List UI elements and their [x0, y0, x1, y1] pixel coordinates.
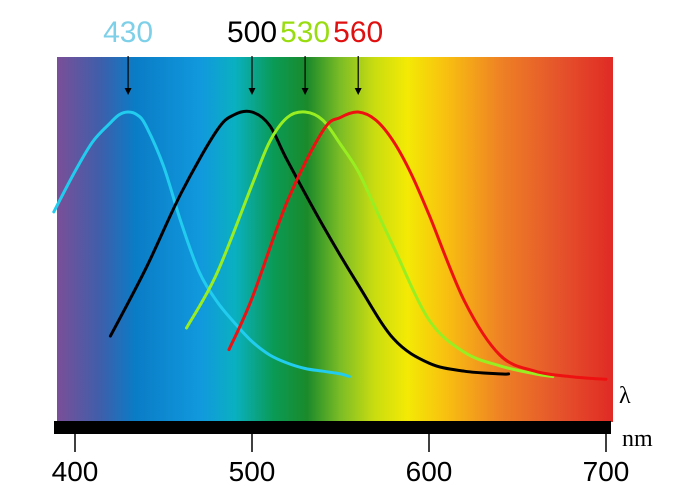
- peak-arrowhead-560: [354, 88, 362, 95]
- x-axis-bar: [54, 421, 611, 434]
- x-axis-unit-label: nm: [622, 426, 653, 452]
- x-tick-labels: 400 500 600 700: [52, 456, 630, 487]
- peak-labels: 430 500 530 560: [103, 16, 383, 49]
- peak-arrowhead-530: [301, 88, 309, 95]
- x-tick-marks: [74, 434, 607, 452]
- peak-arrowhead-500: [248, 88, 256, 95]
- spectrum-background: [57, 57, 613, 422]
- peak-label-500: 500: [227, 16, 277, 49]
- sensitivity-curves: [52, 109, 608, 381]
- x-axis-label: λ: [619, 383, 631, 409]
- curve-430: [52, 110, 351, 379]
- x-tick-label-700: 700: [583, 456, 630, 487]
- peak-label-430: 430: [103, 16, 153, 49]
- x-tick-label-600: 600: [406, 456, 453, 487]
- curve-500: [108, 109, 511, 376]
- peak-markers: [124, 56, 362, 95]
- peak-label-560: 560: [333, 16, 383, 49]
- x-tick-label-500: 500: [229, 456, 276, 487]
- curve-530: [185, 110, 555, 379]
- peak-arrowhead-430: [124, 88, 132, 95]
- x-tick-label-400: 400: [52, 456, 99, 487]
- peak-label-530: 530: [280, 16, 330, 49]
- curve-560: [227, 110, 608, 381]
